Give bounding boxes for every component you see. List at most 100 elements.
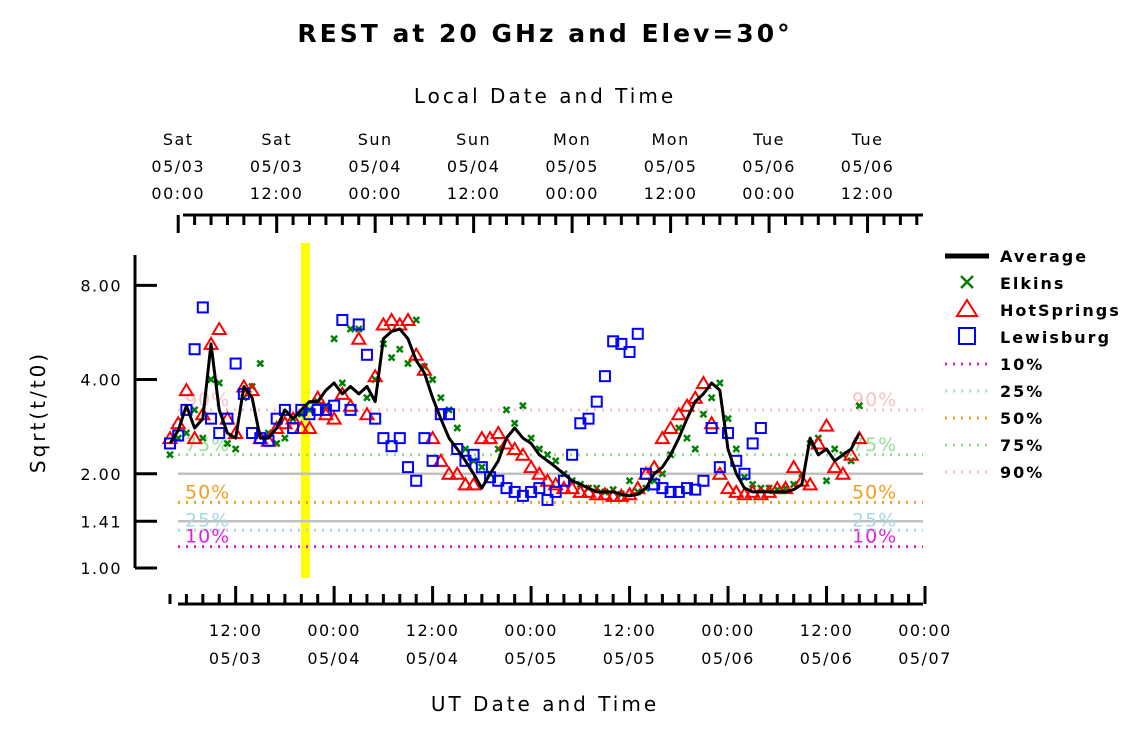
data-point bbox=[377, 432, 390, 445]
y-tick-label: 1.00 bbox=[80, 559, 122, 578]
y-axis-title: Sqrt(t/t0) bbox=[26, 351, 50, 473]
data-point bbox=[683, 434, 691, 442]
data-point bbox=[516, 489, 529, 502]
data-point bbox=[506, 441, 523, 455]
data-point bbox=[213, 426, 226, 439]
percentile-label-left: 50% bbox=[185, 481, 230, 503]
data-point bbox=[727, 483, 745, 498]
data-point bbox=[473, 430, 491, 445]
top-tick-label-time: 12:00 bbox=[447, 184, 501, 203]
data-point bbox=[256, 359, 265, 368]
data-point bbox=[186, 430, 203, 445]
data-point bbox=[525, 485, 538, 498]
percentile-label-left: 75% bbox=[185, 434, 230, 456]
legend-entry: 25% bbox=[945, 382, 1042, 401]
data-point bbox=[738, 467, 751, 480]
percentile-label-right: 25% bbox=[852, 509, 897, 531]
data-point bbox=[350, 330, 368, 345]
data-point bbox=[395, 345, 404, 354]
x-tick-label-date: 05/06 bbox=[701, 649, 755, 668]
top-tick-label-day: Sat bbox=[163, 130, 194, 149]
x-tick-label-date: 05/07 bbox=[898, 649, 952, 668]
data-point bbox=[207, 375, 215, 384]
x-tick-label-date: 05/03 bbox=[209, 649, 263, 668]
top-axis-title: Local Date and Time bbox=[414, 84, 676, 108]
series-elkins bbox=[166, 316, 864, 499]
data-point bbox=[746, 437, 759, 450]
data-point bbox=[426, 454, 439, 467]
data-point bbox=[360, 348, 373, 361]
y-tick-label: 8.00 bbox=[80, 276, 122, 295]
top-tick-label-date: 05/06 bbox=[841, 157, 895, 176]
percentile-label-right: 50% bbox=[852, 481, 897, 503]
data-point bbox=[328, 399, 341, 412]
data-point bbox=[510, 419, 519, 428]
data-point bbox=[182, 429, 191, 437]
data-point bbox=[385, 440, 398, 453]
legend-label: 10% bbox=[1000, 355, 1044, 374]
data-point bbox=[662, 420, 679, 435]
data-point bbox=[531, 465, 548, 480]
legend-swatch bbox=[955, 298, 979, 317]
data-point bbox=[572, 483, 589, 498]
data-point bbox=[469, 456, 478, 465]
percentile-label-left: 25% bbox=[185, 509, 230, 531]
legend-label: HotSprings bbox=[1000, 301, 1121, 320]
data-point bbox=[477, 463, 486, 472]
data-point bbox=[418, 432, 431, 445]
data-point bbox=[502, 406, 511, 414]
data-point bbox=[724, 414, 732, 423]
data-point bbox=[566, 448, 579, 461]
x-tick-label-time: 12:00 bbox=[800, 621, 854, 640]
data-point bbox=[654, 430, 671, 445]
legend-swatch bbox=[958, 327, 976, 345]
data-point bbox=[588, 486, 605, 501]
x-tick-label-time: 12:00 bbox=[603, 621, 657, 640]
x-tick-label-time: 00:00 bbox=[307, 621, 361, 640]
percentile-label-right: 10% bbox=[852, 526, 897, 548]
data-point bbox=[514, 446, 532, 461]
data-point bbox=[229, 357, 242, 370]
x-tick-label-date: 05/06 bbox=[800, 649, 854, 668]
data-point bbox=[681, 482, 694, 495]
data-point bbox=[697, 474, 710, 487]
top-tick-label-day: Sun bbox=[456, 130, 491, 149]
data-point bbox=[278, 403, 291, 416]
data-point bbox=[336, 313, 349, 326]
data-point bbox=[533, 482, 546, 495]
data-point bbox=[699, 410, 708, 419]
data-point bbox=[801, 476, 819, 491]
data-point bbox=[705, 422, 718, 435]
x-tick-label-date: 05/04 bbox=[406, 649, 460, 668]
x-tick-label-date: 05/05 bbox=[603, 649, 657, 668]
top-tick-label-time: 00:00 bbox=[151, 184, 205, 203]
data-point bbox=[330, 334, 339, 343]
data-point bbox=[549, 485, 562, 498]
data-point bbox=[732, 445, 741, 453]
data-point bbox=[352, 318, 365, 331]
data-point bbox=[465, 476, 482, 491]
y-tick-label: 4.00 bbox=[80, 371, 122, 390]
data-point bbox=[188, 343, 201, 356]
legend-entry: HotSprings bbox=[955, 298, 1121, 320]
data-point bbox=[598, 370, 611, 383]
data-point bbox=[664, 485, 677, 498]
legend-entry: Lewisburg bbox=[958, 327, 1109, 347]
data-point bbox=[518, 401, 527, 410]
data-point bbox=[457, 476, 474, 491]
legend-entry: 10% bbox=[945, 355, 1044, 374]
legend-label: 75% bbox=[1000, 436, 1044, 455]
data-point bbox=[508, 485, 521, 498]
data-point bbox=[196, 301, 209, 314]
top-tick-label-day: Mon bbox=[651, 130, 689, 149]
legend-entry: Average bbox=[945, 247, 1086, 266]
data-point bbox=[818, 417, 835, 432]
legend-swatch bbox=[960, 275, 974, 289]
data-point bbox=[190, 406, 199, 414]
data-point bbox=[855, 401, 864, 410]
data-point bbox=[711, 465, 729, 480]
data-point bbox=[722, 426, 735, 439]
data-point bbox=[461, 445, 470, 453]
data-point bbox=[492, 474, 505, 487]
x-tick-label-time: 12:00 bbox=[209, 621, 263, 640]
